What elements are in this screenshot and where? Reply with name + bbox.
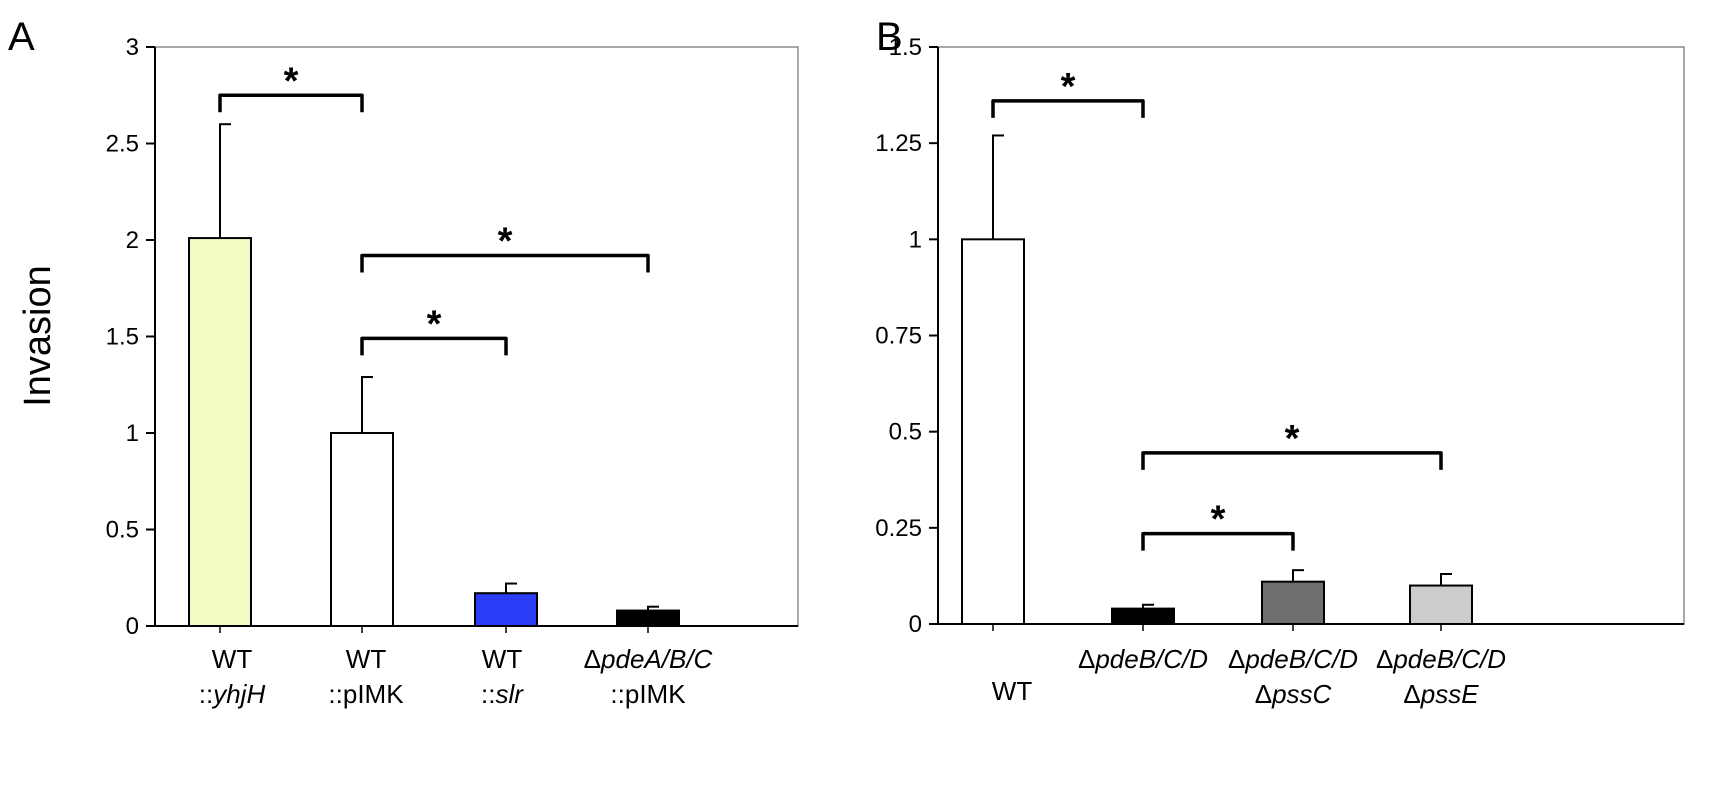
panel-b-category-label: ΔpssC	[1255, 679, 1332, 709]
panel-a-y-tick-label: 1	[126, 420, 139, 447]
panel-b-category-label: ΔpdeB/C/D	[1376, 644, 1506, 674]
panel-b-panel-label: B	[876, 15, 903, 59]
panel-a-category-label: WT	[212, 644, 253, 674]
panel-a-significance-marker-1: *	[284, 60, 299, 102]
panel-b-chart: 0 0.25 0.5 0.75 1 1.25 1.5 * * * WT ΔpdeB/C/D ΔpdeB/…	[875, 15, 1685, 709]
panel-a-bar-3	[474, 592, 538, 628]
panel-a-significance-marker-3: *	[427, 303, 442, 345]
panel-b-category-label: ΔpdeB/C/D	[1078, 644, 1208, 674]
panel-b-y-tick-label: 0	[909, 611, 922, 638]
panel-a-y-tick-label: 0	[126, 613, 139, 640]
panel-a-category-label: ΔpdeA/B/C	[584, 644, 713, 674]
panel-a-y-tick-label: 2	[126, 227, 139, 254]
panel-b-y-tick-label: 0.25	[875, 515, 922, 542]
panel-a-category-label: ::pIMK	[328, 679, 404, 709]
panel-b-bar-4	[1409, 584, 1473, 625]
panel-b-y-tick-label: 0.5	[889, 419, 922, 446]
panel-b-y-tick-label: 1	[909, 226, 922, 253]
panel-a-category-label: ::yhjH	[199, 679, 266, 709]
panel-b-y-tick-label: 0.75	[875, 323, 922, 350]
panel-a-significance-bracket-2	[360, 253, 650, 273]
panel-a-bar-4	[616, 609, 680, 627]
panel-a-category-label: WT	[346, 644, 387, 674]
panel-b-significance-marker-1: *	[1061, 66, 1076, 108]
panel-b-significance-bracket-2	[1141, 451, 1443, 470]
panel-a-category-label: ::slr	[481, 679, 524, 709]
panel-b-y-tick-label: 1.5	[889, 34, 922, 61]
panel-a-panel-label: A	[8, 15, 35, 59]
panel-b-bar-1	[961, 238, 1025, 625]
panel-a-y-tick-label: 3	[126, 34, 139, 61]
panel-a-y-tick-label: 1.5	[106, 324, 139, 351]
panel-b-category-label: ΔpssE	[1403, 679, 1479, 709]
panel-a-y-axis-label: Invasion	[17, 265, 59, 407]
panel-a-y-tick-label: 2.5	[106, 131, 139, 158]
panel-b-category-label: WT	[992, 676, 1033, 706]
panel-a-bar-2	[330, 432, 394, 627]
panel-b-bar-3	[1261, 580, 1325, 625]
panel-b-y-tick-label: 1.25	[875, 130, 922, 157]
panel-a-significance-bracket-3	[360, 336, 508, 356]
panel-a-category-label: ::pIMK	[610, 679, 686, 709]
panel-b-bar-2	[1111, 607, 1175, 626]
panel-a-significance-marker-2: *	[498, 220, 513, 262]
panel-a-chart: 00.511.522.53***WT::yhjHWT::pIMKWT::slrΔ…	[8, 15, 799, 709]
panel-b-plot-frame	[937, 46, 1685, 625]
panel-b-significance-marker-2: *	[1285, 418, 1300, 460]
panel-a-category-label: WT	[482, 644, 523, 674]
panel-a-y-tick-label: 0.5	[106, 517, 139, 544]
panel-b-significance-bracket-1	[991, 99, 1145, 118]
panel-a-bar-1	[188, 237, 252, 627]
panel-b-category-label: ΔpdeB/C/D	[1228, 644, 1358, 674]
panel-b-significance-marker-3: *	[1211, 499, 1226, 541]
panel-a-significance-bracket-1	[218, 93, 364, 113]
panel-b-significance-bracket-3	[1141, 531, 1295, 551]
